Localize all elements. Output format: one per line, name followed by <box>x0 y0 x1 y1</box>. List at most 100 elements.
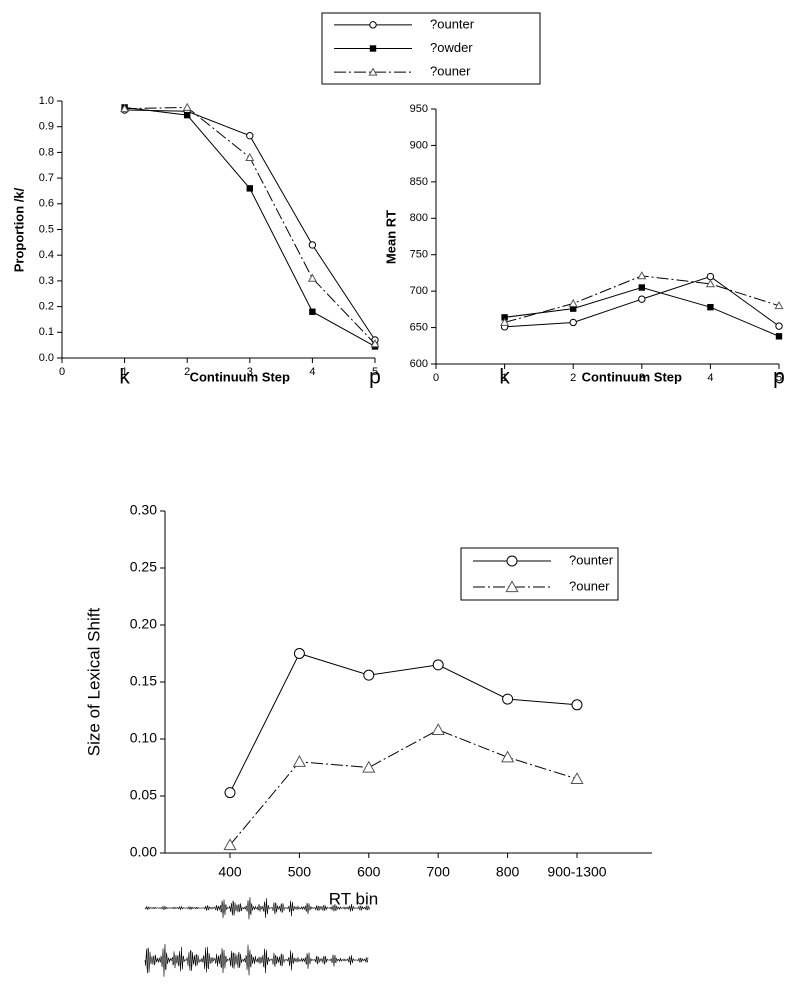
marker <box>569 318 577 327</box>
y-tick-label: 650 <box>410 321 428 333</box>
x-tick-label: 5 <box>372 366 378 378</box>
marker <box>705 279 715 288</box>
y-tick-label: 900 <box>410 139 428 151</box>
y-tick-label: 0.00 <box>130 844 157 860</box>
marker <box>223 838 237 851</box>
y-tick-label: 0.0 <box>39 352 54 364</box>
x-tick-label: 3 <box>247 366 253 378</box>
x-tick-label: 600 <box>357 864 381 880</box>
y-tick-label: 0.1 <box>39 326 54 338</box>
legend: ?ounter ?ouner <box>460 547 619 601</box>
y-tick-label: 0.9 <box>39 121 54 133</box>
marker <box>502 693 514 705</box>
legend-label: ?ounter <box>430 16 475 31</box>
x-tick-label: 700 <box>427 864 451 880</box>
waveform <box>144 943 369 977</box>
marker <box>571 699 583 711</box>
marker <box>432 659 444 671</box>
y-tick-label: 0.15 <box>130 673 157 689</box>
marker <box>293 648 305 659</box>
y-tick-label: 0.3 <box>39 275 54 287</box>
y-tick-label: 750 <box>410 249 428 261</box>
marker <box>637 271 647 280</box>
marker <box>501 314 508 321</box>
y-tick-label: 0.10 <box>130 730 157 746</box>
x-tick-label: 400 <box>218 864 242 880</box>
series-line <box>229 652 578 793</box>
marker <box>369 21 377 29</box>
marker <box>505 580 519 593</box>
marker <box>775 322 783 330</box>
chart: 0.0 0.1 0.2 0.3 0.4 0.5 0.6 0.7 0.8 0.9 1.0 0 1 2 3 4 5 P… <box>11 12 541 389</box>
x-tick-label: 4 <box>309 366 315 378</box>
x-tick-label: 3 <box>639 372 645 384</box>
marker <box>120 104 130 113</box>
y-tick-label: 1.0 <box>39 95 54 107</box>
waveform <box>144 897 371 920</box>
y-tick-label: 0.4 <box>39 249 54 261</box>
x-endpoint-label: p <box>773 366 785 389</box>
chart: 600 650 700 750 800 850 900 950 0 1 2 3 4 5 Mean RT Con… <box>383 103 784 389</box>
y-tick-label: 800 <box>410 212 428 224</box>
x-tick-label: 5 <box>776 372 782 384</box>
marker <box>246 131 254 140</box>
y-tick-label: 0.25 <box>130 559 157 575</box>
legend-label: ?ouner <box>569 578 610 593</box>
y-axis-label: Proportion /k/ <box>11 187 26 272</box>
x-axis-label: Continuum Step <box>582 369 682 384</box>
x-endpoint-label: k <box>119 366 130 389</box>
waveforms <box>144 897 371 977</box>
marker <box>707 303 714 311</box>
marker <box>292 755 306 767</box>
x-tick-label: 2 <box>570 372 576 384</box>
y-axis-label: Mean RT <box>383 210 398 264</box>
marker <box>638 284 645 291</box>
legend-box <box>460 547 619 601</box>
y-tick-label: 0.05 <box>130 787 157 803</box>
x-tick-label: 2 <box>184 366 190 378</box>
y-tick-label: 0.6 <box>39 198 54 210</box>
y-tick-label: 0.5 <box>39 223 54 235</box>
y-axis-label: Size of Lexical Shift <box>84 608 103 757</box>
x-axis-label: Continuum Step <box>190 369 290 384</box>
marker <box>431 723 445 735</box>
series-line <box>229 729 578 846</box>
marker <box>638 295 646 303</box>
x-axis-label: RT bin <box>329 889 378 908</box>
legend: ?ounter ?owder ?ouner <box>321 12 541 85</box>
x-tick-label: 0 <box>433 372 439 384</box>
x-tick-label: 1 <box>122 366 128 378</box>
x-endpoint-label: p <box>369 366 381 389</box>
marker <box>370 339 380 348</box>
marker <box>184 111 191 119</box>
legend-label: ?ouner <box>430 64 471 79</box>
x-tick-label: 500 <box>288 864 312 880</box>
marker <box>309 308 316 315</box>
marker <box>363 669 375 681</box>
y-tick-label: 850 <box>410 176 428 188</box>
y-tick-label: 0.8 <box>39 146 54 158</box>
y-tick-label: 0.7 <box>39 172 54 184</box>
y-tick-label: 950 <box>410 103 428 115</box>
marker <box>362 760 376 773</box>
x-tick-label: 0 <box>59 366 65 378</box>
marker <box>368 67 378 76</box>
x-tick-label: 1 <box>502 372 508 384</box>
x-endpoint-label: k <box>499 366 510 389</box>
marker <box>774 301 784 310</box>
marker <box>506 555 518 567</box>
y-tick-label: 700 <box>410 285 428 297</box>
marker <box>775 333 783 340</box>
marker <box>501 750 515 763</box>
marker <box>568 298 578 307</box>
y-tick-label: 0.30 <box>130 502 157 518</box>
x-tick-label: 800 <box>496 864 520 880</box>
marker <box>308 241 317 249</box>
y-tick-label: 0.2 <box>39 301 54 313</box>
marker <box>307 273 317 282</box>
marker <box>500 317 510 326</box>
marker <box>570 305 577 312</box>
x-tick-label: 4 <box>707 372 713 384</box>
marker <box>245 152 255 161</box>
